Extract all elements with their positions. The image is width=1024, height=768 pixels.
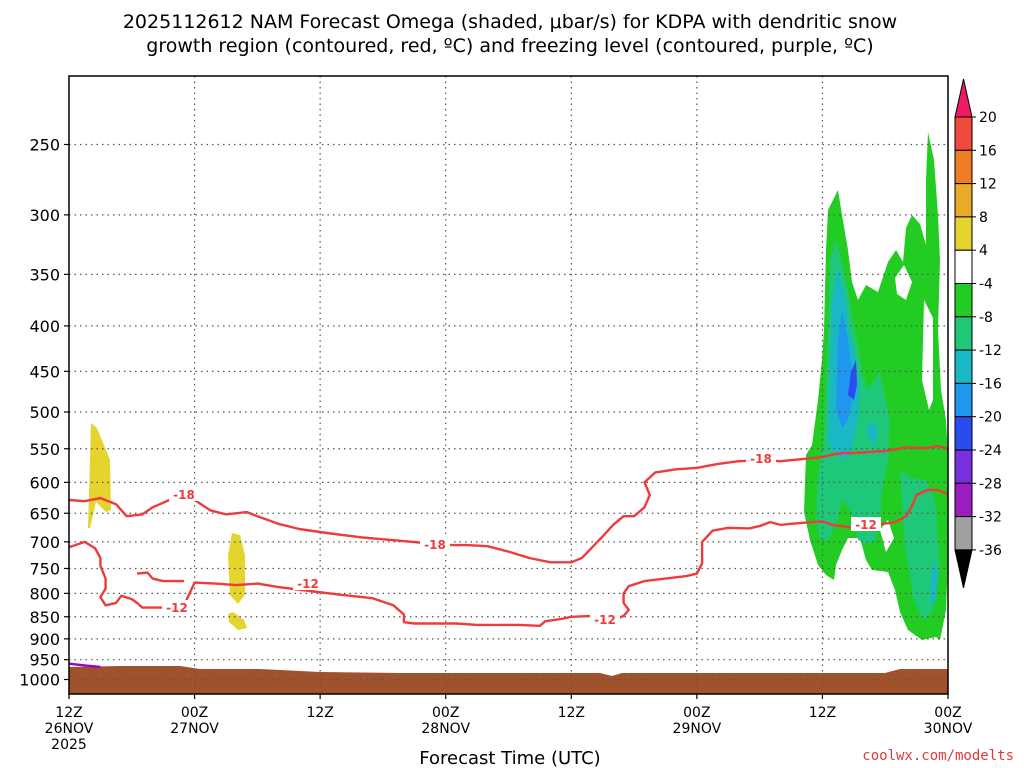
contour-label: -18	[750, 452, 772, 466]
ground-terrain	[69, 666, 948, 694]
y-tick-label: 300	[29, 206, 60, 225]
colorbar-tick-label: -24	[979, 443, 1002, 459]
x-tick-label: 30NOV	[924, 721, 973, 737]
y-tick-label: 1000	[19, 671, 60, 690]
omega-neutral-gap	[922, 300, 933, 410]
omega-neutral-gap	[895, 265, 912, 300]
colorbar-tick-label: -28	[979, 476, 1002, 492]
colorbar-swatch	[954, 316, 973, 351]
colorbar-tick-label: -8	[979, 310, 993, 326]
colorbar-swatch	[954, 116, 973, 151]
x-tick-label: 12Z	[306, 705, 333, 721]
colorbar-swatch	[954, 149, 973, 185]
colorbar-swatch	[954, 416, 973, 451]
colorbar-tick-label: -4	[979, 277, 993, 293]
y-tick-label: 350	[29, 265, 60, 284]
colorbar-swatch	[954, 516, 973, 551]
omega-negative-area	[848, 360, 857, 400]
y-tick-label: 750	[29, 559, 60, 578]
colorbar-swatch	[954, 78, 973, 118]
colorbar-swatch	[954, 183, 973, 218]
x-tick-label: 00Z	[683, 705, 710, 721]
x-tick-label: 00Z	[432, 705, 459, 721]
y-tick-label: 600	[29, 473, 60, 492]
colorbar-tick-label: -16	[979, 376, 1002, 392]
x-tick-label: 29NOV	[673, 721, 722, 737]
colorbar-swatch	[954, 283, 973, 318]
omega-shading	[69, 132, 948, 694]
colorbar-swatch	[954, 249, 973, 284]
y-tick-label: 900	[29, 630, 60, 649]
contour-freezing_level	[69, 662, 101, 669]
y-axis: 250 300 350 400 450 500 550 600 650 700 750 800 850 9…	[19, 136, 69, 690]
plot-frame	[68, 75, 949, 695]
colorbar-swatch	[954, 449, 973, 484]
y-tick-label: 450	[29, 362, 60, 381]
omega-neutral-gap	[866, 226, 884, 275]
x-tick-label: 00Z	[934, 705, 961, 721]
colorbar-tick-label: -36	[979, 543, 1002, 559]
grid-lines	[69, 76, 948, 694]
omega-positive-area	[228, 533, 245, 604]
colorbar-tick-label: 16	[979, 143, 997, 159]
contour-dgz_stub_left	[136, 571, 185, 583]
contour-label: -18	[173, 488, 195, 502]
y-tick-label: 700	[29, 533, 60, 552]
chart-title-line1: 2025112612 NAM Forecast Omega (shaded, μ…	[123, 11, 897, 33]
colorbar-swatch	[954, 549, 973, 589]
y-tick-label: 400	[29, 317, 60, 336]
contour-label: -12	[297, 577, 319, 591]
x-tick-label: 12Z	[55, 705, 82, 721]
plot-area	[69, 76, 948, 694]
colorbar-tick-label: 4	[979, 243, 988, 259]
contour-dgz_lower_-12	[69, 488, 948, 627]
y-tick-label: 950	[29, 651, 60, 670]
x-tick-label: 12Z	[558, 705, 585, 721]
contour-label: -12	[166, 601, 188, 615]
colorbar: 20 16 12 8 4 -4 -8 -12 -16 -20 -24 -28 -32 -36	[954, 78, 1002, 589]
x-tick-label: 12Z	[809, 705, 836, 721]
y-tick-label: 500	[29, 403, 60, 422]
x-tick-label: 27NOV	[170, 721, 219, 737]
x-tick-label: 28NOV	[421, 721, 470, 737]
colorbar-tick-label: 12	[979, 177, 997, 193]
y-tick-label: 550	[29, 440, 60, 459]
omega-negative-area	[930, 560, 938, 608]
colorbar-tick-label: -12	[979, 343, 1002, 359]
colorbar-swatch	[954, 349, 973, 384]
contour-lines	[69, 444, 948, 669]
colorbar-tick-label: 8	[979, 210, 988, 226]
colorbar-swatch	[954, 482, 973, 518]
x-axis-label: Forecast Time (UTC)	[419, 748, 600, 768]
x-tick-label: 00Z	[181, 705, 208, 721]
omega-neutral-gap	[880, 520, 894, 552]
contour-labels: -18 -18 -18 -12 -12 -12 -12	[162, 451, 881, 627]
omega-positive-area	[88, 423, 111, 528]
colorbar-swatch	[954, 382, 973, 418]
x-tick-label: 26NOV	[45, 721, 94, 737]
omega-negative-area	[866, 420, 878, 448]
x-tick-label: 2025	[51, 737, 87, 753]
contour-label: -18	[424, 538, 446, 552]
y-tick-label: 850	[29, 608, 60, 627]
y-tick-label: 250	[29, 136, 60, 155]
contour-dgz_upper_-18	[69, 444, 948, 564]
contour-label: -12	[594, 613, 616, 627]
omega-positive-area	[228, 612, 247, 630]
contour-label: -12	[855, 518, 877, 532]
y-tick-label: 650	[29, 504, 60, 523]
credit-text: coolwx.com/modelts	[862, 748, 1014, 764]
y-tick-label: 800	[29, 584, 60, 603]
chart-title-line2: growth region (contoured, red, ºC) and f…	[146, 35, 873, 57]
colorbar-swatch	[954, 216, 973, 251]
colorbar-tick-label: -20	[979, 410, 1002, 426]
colorbar-tick-label: -32	[979, 510, 1002, 526]
colorbar-tick-label: 20	[979, 110, 997, 126]
omega-negative-area	[836, 310, 852, 428]
